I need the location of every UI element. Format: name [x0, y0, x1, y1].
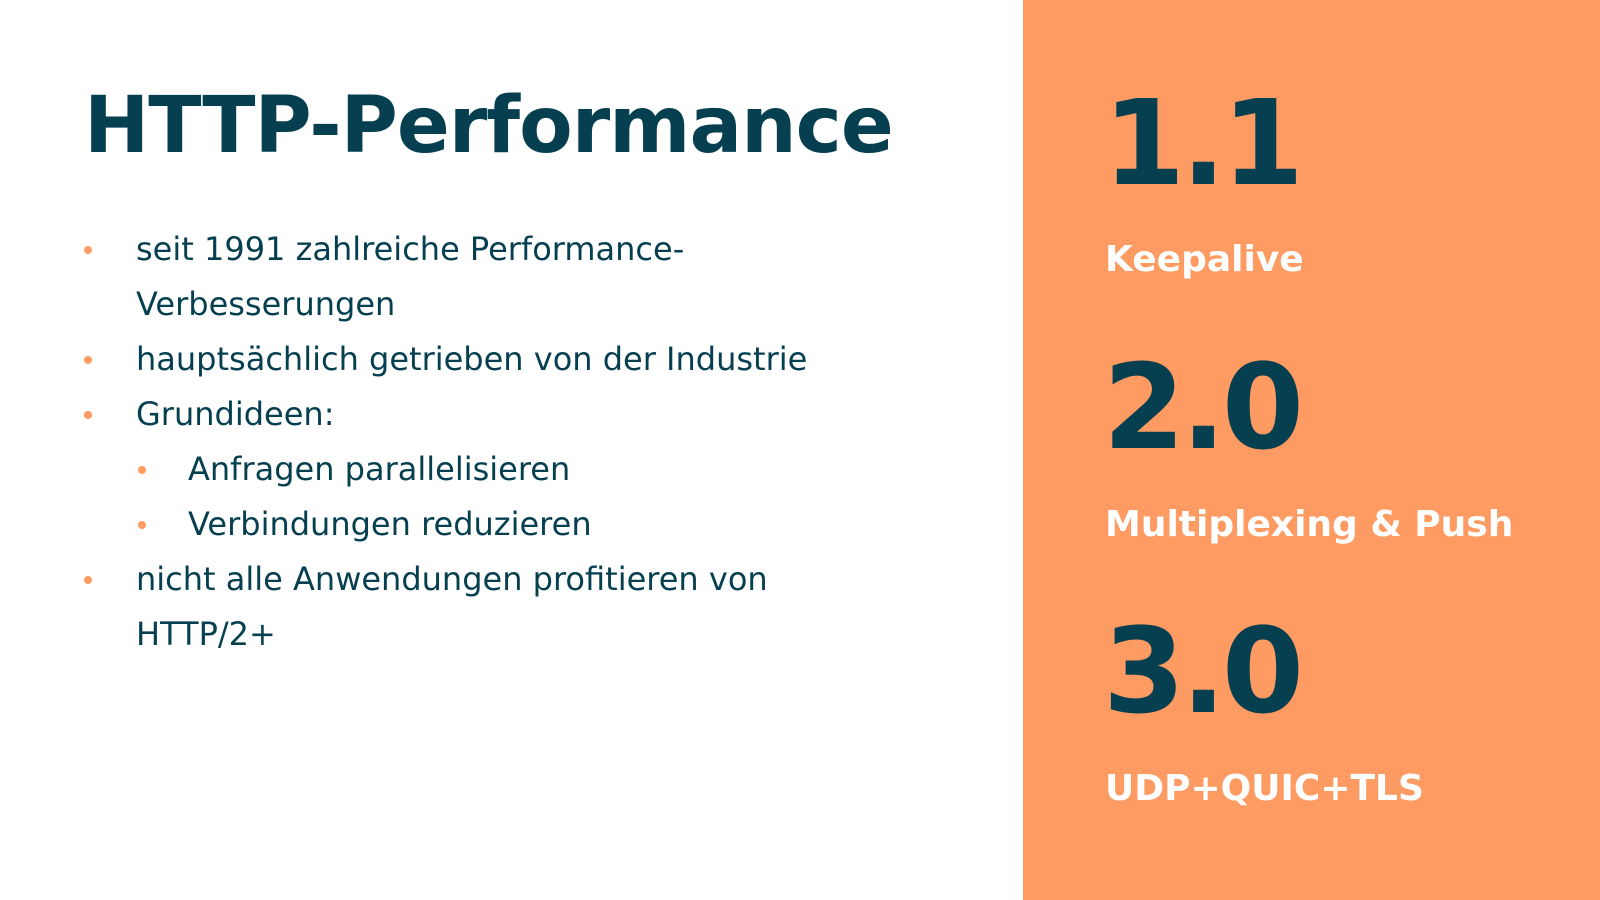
- bullet-item: hauptsächlich getrieben von der Industri…: [84, 332, 984, 387]
- bullet-item: seit 1991 zahlreiche Performance- Verbes…: [84, 222, 984, 332]
- version-number-1-1: 1.1: [1103, 74, 1304, 212]
- bullet-item: nicht alle Anwendungen profitieren von H…: [84, 552, 984, 662]
- bullet-text-line: nicht alle Anwendungen profitieren von: [136, 560, 768, 598]
- content-panel: HTTP-Performance seit 1991 zahlreiche Pe…: [84, 81, 984, 662]
- version-feature-multiplexing: Multiplexing & Push: [1105, 504, 1514, 545]
- bullet-text-line: Verbindungen reduzieren: [188, 505, 592, 543]
- bullet-dot-icon: [84, 246, 92, 254]
- bullet-text-line: HTTP/2+: [136, 615, 276, 653]
- version-number-3-0: 3.0: [1103, 602, 1304, 740]
- bullet-text-line: Verbesserungen: [136, 285, 396, 323]
- bullet-text-line: Anfragen parallelisieren: [188, 450, 571, 488]
- bullet-dot-icon: [138, 466, 146, 474]
- bullet-dot-icon: [138, 521, 146, 529]
- bullet-text-line: Grundideen:: [136, 395, 335, 433]
- version-feature-udp-quic-tls: UDP+QUIC+TLS: [1105, 768, 1424, 809]
- bullet-dot-icon: [84, 356, 92, 364]
- version-number-2-0: 2.0: [1103, 338, 1304, 476]
- bullet-dot-icon: [84, 576, 92, 584]
- bullet-item: Grundideen:: [84, 387, 984, 442]
- bullet-list: seit 1991 zahlreiche Performance- Verbes…: [84, 222, 984, 662]
- bullet-dot-icon: [84, 411, 92, 419]
- sub-bullet-item: Verbindungen reduzieren: [84, 497, 984, 552]
- sub-bullet-item: Anfragen parallelisieren: [84, 442, 984, 497]
- bullet-text-line: seit 1991 zahlreiche Performance-: [136, 230, 685, 268]
- bullet-text-line: hauptsächlich getrieben von der Industri…: [136, 340, 808, 378]
- version-panel: [1023, 0, 1600, 900]
- version-feature-keepalive: Keepalive: [1105, 239, 1304, 280]
- slide-title: HTTP-Performance: [84, 81, 894, 171]
